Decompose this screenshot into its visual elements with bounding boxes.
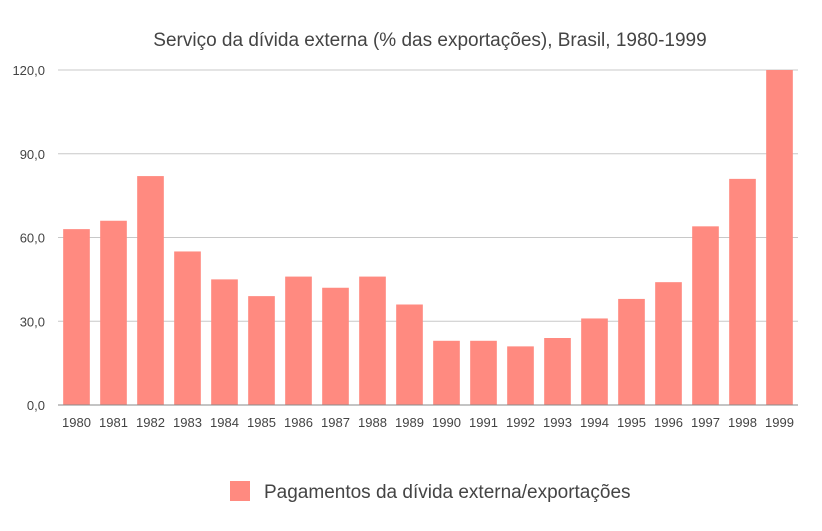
bar-1980 bbox=[63, 229, 90, 405]
legend-swatch bbox=[230, 481, 250, 501]
bar-1988 bbox=[359, 276, 386, 405]
gridlines bbox=[58, 69, 798, 322]
bar-1994 bbox=[581, 318, 608, 405]
bar-1995 bbox=[618, 298, 645, 405]
bar-1985 bbox=[248, 296, 275, 405]
y-tick-label: 0,0 bbox=[27, 398, 45, 413]
bar-1991 bbox=[470, 340, 497, 405]
y-tick-label: 120,0 bbox=[12, 63, 45, 78]
x-tick-label: 1989 bbox=[395, 415, 424, 430]
bar-1989 bbox=[396, 304, 423, 405]
bar-1987 bbox=[322, 287, 349, 405]
x-tick-label: 1997 bbox=[691, 415, 720, 430]
bar-1993 bbox=[544, 338, 571, 405]
x-tick-label: 1998 bbox=[728, 415, 757, 430]
x-tick-label: 1995 bbox=[617, 415, 646, 430]
x-tick-label: 1991 bbox=[469, 415, 498, 430]
bars bbox=[63, 70, 793, 405]
x-tick-label: 1982 bbox=[136, 415, 165, 430]
x-tick-label: 1988 bbox=[358, 415, 387, 430]
legend-label: Pagamentos da dívida externa/exportações bbox=[264, 482, 631, 503]
chart-title: Serviço da dívida externa (% das exporta… bbox=[153, 30, 706, 51]
y-axis-ticks: 0,0 30,0 60,0 90,0 120,0 bbox=[12, 63, 45, 413]
bar-1984 bbox=[211, 279, 238, 405]
x-tick-label: 1999 bbox=[765, 415, 794, 430]
bar-1981 bbox=[100, 220, 127, 405]
x-tick-label: 1983 bbox=[173, 415, 202, 430]
x-tick-label: 1985 bbox=[247, 415, 276, 430]
x-axis-ticks: 1980 1981 1982 1983 1984 1985 1986 1987 1988 1989… bbox=[62, 415, 794, 430]
x-tick-label: 1993 bbox=[543, 415, 572, 430]
bar-1992 bbox=[507, 346, 534, 405]
x-tick-label: 1980 bbox=[62, 415, 91, 430]
bar-1997 bbox=[692, 226, 719, 405]
bar-1998 bbox=[729, 178, 756, 405]
y-tick-label: 60,0 bbox=[20, 231, 45, 246]
x-tick-label: 1986 bbox=[284, 415, 313, 430]
bar-1982 bbox=[137, 176, 164, 405]
x-tick-label: 1990 bbox=[432, 415, 461, 430]
x-tick-label: 1994 bbox=[580, 415, 609, 430]
x-tick-label: 1981 bbox=[99, 415, 128, 430]
bar-1986 bbox=[285, 276, 312, 405]
x-tick-label: 1992 bbox=[506, 415, 535, 430]
legend: Pagamentos da dívida externa/exportações bbox=[230, 481, 631, 503]
bar-1996 bbox=[655, 282, 682, 405]
bar-1983 bbox=[174, 251, 201, 405]
y-tick-label: 30,0 bbox=[20, 314, 45, 329]
bar-1999 bbox=[766, 70, 793, 405]
x-tick-label: 1987 bbox=[321, 415, 350, 430]
x-tick-label: 1996 bbox=[654, 415, 683, 430]
y-tick-label: 90,0 bbox=[20, 147, 45, 162]
x-tick-label: 1984 bbox=[210, 415, 239, 430]
bar-1990 bbox=[433, 340, 460, 405]
